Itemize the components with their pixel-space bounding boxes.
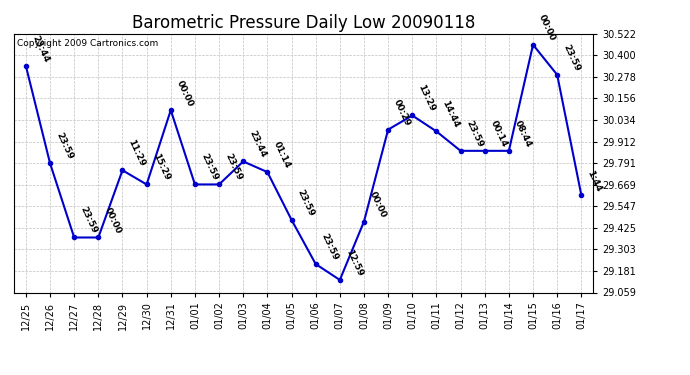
Text: 13:29: 13:29 — [417, 83, 437, 113]
Text: 00:00: 00:00 — [538, 13, 558, 42]
Text: 00:00: 00:00 — [368, 190, 388, 219]
Text: 08:44: 08:44 — [513, 119, 533, 148]
Text: 23:44: 23:44 — [248, 129, 268, 159]
Text: 23:59: 23:59 — [465, 119, 485, 148]
Text: 00:29: 00:29 — [393, 98, 413, 128]
Text: 00:14: 00:14 — [489, 119, 509, 148]
Title: Barometric Pressure Daily Low 20090118: Barometric Pressure Daily Low 20090118 — [132, 14, 475, 32]
Text: 11:29: 11:29 — [127, 138, 147, 168]
Text: 14:44: 14:44 — [441, 99, 461, 129]
Text: 23:59: 23:59 — [296, 188, 316, 218]
Text: 23:44: 23:44 — [30, 34, 50, 64]
Text: 23:59: 23:59 — [224, 152, 244, 182]
Text: 1:44: 1:44 — [586, 169, 603, 193]
Text: 00:00: 00:00 — [103, 206, 123, 236]
Text: 23:59: 23:59 — [199, 152, 219, 182]
Text: 00:00: 00:00 — [175, 79, 195, 108]
Text: Copyright 2009 Cartronics.com: Copyright 2009 Cartronics.com — [17, 39, 158, 48]
Text: 23:59: 23:59 — [79, 206, 99, 236]
Text: 15:29: 15:29 — [151, 152, 171, 182]
Text: 23:59: 23:59 — [562, 43, 582, 73]
Text: 12:59: 12:59 — [344, 248, 364, 278]
Text: 01:14: 01:14 — [272, 140, 292, 170]
Text: 23:59: 23:59 — [320, 232, 340, 262]
Text: 23:59: 23:59 — [55, 131, 75, 161]
